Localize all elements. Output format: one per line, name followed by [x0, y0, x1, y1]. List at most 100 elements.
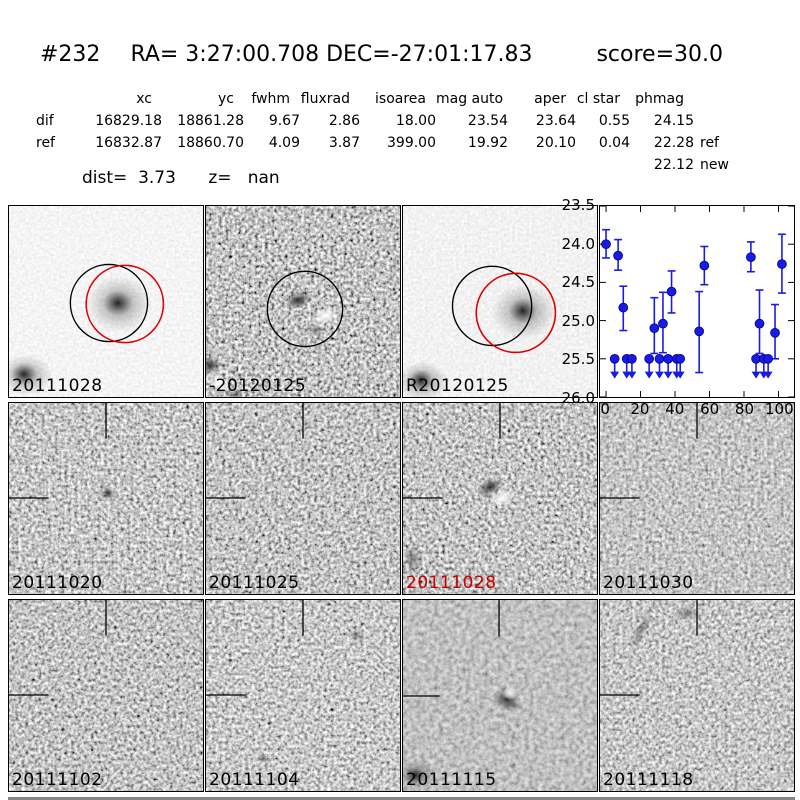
y-axis-tick-label: 23.5	[561, 196, 595, 214]
stamp-image-ref	[403, 206, 597, 397]
col-header-cl-star: cl star	[576, 91, 620, 107]
stamp-date-label: 20111025	[209, 573, 300, 593]
upper-limit-arrow	[675, 371, 685, 379]
upper-limit-arrow	[644, 371, 654, 379]
phmag-new-value: 22.12	[653, 157, 694, 173]
photometry-row-ref: ref 16832.87 18860.70 4.09 3.87 399.00 1…	[30, 132, 740, 154]
data-point	[694, 326, 705, 337]
data-point	[613, 250, 623, 261]
col-header-fluxrad: fluxrad	[300, 91, 350, 107]
data-point	[658, 318, 668, 329]
x-axis-tick-label: 40	[665, 400, 685, 418]
data-point	[699, 260, 710, 271]
stamp-image	[9, 403, 203, 594]
aperture-circle-black	[266, 270, 344, 348]
lightcurve-plot	[600, 206, 794, 397]
y-axis-tick-label: 25.0	[561, 311, 595, 330]
stamp-date-label: 20111115	[406, 770, 497, 790]
aperture-circle-red	[85, 264, 165, 344]
coordinates: RA= 3:27:00.708 DEC=-27:01:17.83	[130, 42, 533, 67]
upper-limit-arrow	[655, 371, 664, 379]
data-point	[777, 259, 787, 269]
col-header-fwhm: fwhm	[251, 91, 290, 107]
data-point	[618, 302, 629, 313]
upper-limit-arrow	[763, 371, 773, 379]
stamp-date-label: 20111104	[209, 770, 300, 790]
upper-limit-arrow	[610, 371, 620, 379]
stamp-panel-20111102: 20111102	[8, 599, 204, 792]
stamp-image	[600, 600, 794, 791]
stamp-panel-diff-20120125: -20120125	[205, 205, 401, 398]
title-bar: #232 RA= 3:27:00.708 DEC=-27:01:17.83 sc…	[40, 42, 723, 67]
upper-limit-marker	[609, 353, 620, 364]
stamp-date-label: -20120125	[209, 376, 307, 396]
stamp-date-label: 20111118	[603, 770, 694, 790]
stamp-panel-20111028-detection: 20111028	[402, 402, 598, 595]
x-axis-tick-label: 20	[630, 400, 650, 418]
candidate-id: #232	[40, 42, 101, 67]
x-axis-tick-label: 80	[734, 400, 755, 418]
stamp-image	[403, 600, 597, 791]
stamp-date-label: R20120125	[406, 376, 509, 396]
photometry-header-row: xc yc fwhm fluxrad isoarea mag auto aper…	[30, 88, 740, 110]
aperture-circle-black	[69, 263, 149, 343]
stamp-image-new	[9, 206, 203, 397]
dist-redshift-line: dist= 3.73 z= nan	[82, 168, 280, 188]
y-axis-tick-label: 25.5	[561, 350, 595, 369]
x-axis-tick-label: 0	[600, 400, 610, 418]
col-header-yc: yc	[218, 91, 234, 107]
data-point	[601, 239, 611, 250]
col-header-mag-auto: mag auto	[436, 91, 504, 107]
data-point	[666, 286, 677, 297]
aperture-circle-red	[475, 272, 557, 354]
upper-limit-marker	[663, 353, 673, 364]
row-label: dif	[36, 113, 54, 129]
upper-limit-marker	[763, 353, 773, 364]
stamp-image	[206, 403, 400, 594]
upper-limit-marker	[627, 353, 637, 364]
y-axis-tick-label: 24.5	[561, 273, 595, 292]
photometry-table: xc yc fwhm fluxrad isoarea mag auto aper…	[30, 88, 740, 176]
stamp-image-diff	[206, 206, 400, 397]
stamp-panel-20111118: 20111118	[599, 599, 795, 792]
upper-limit-marker	[654, 353, 665, 364]
data-point	[746, 252, 756, 263]
y-axis-tick-label: 24.0	[561, 234, 595, 253]
photometry-row-new: 22.12 new	[30, 154, 740, 176]
stamp-image	[600, 403, 794, 594]
stamp-panel-20111104: 20111104	[205, 599, 401, 792]
stamp-image	[403, 403, 597, 594]
next-row-sliver	[8, 797, 795, 800]
stamp-image	[206, 600, 400, 791]
stamp-panel-20111025: 20111025	[205, 402, 401, 595]
stamp-date-label: 20111020	[12, 573, 103, 593]
stamp-date-label: 20111030	[603, 573, 694, 593]
photometry-row-dif: dif 16829.18 18861.28 9.67 2.86 18.00 23…	[30, 110, 740, 132]
stamp-panel-20111020: 20111020	[8, 402, 204, 595]
upper-limit-arrow	[751, 371, 761, 379]
lightcurve-panel	[599, 205, 795, 398]
stamp-panel-new-20111028: 20111028	[8, 205, 204, 398]
col-header-xc: xc	[136, 91, 152, 107]
stamp-panel-ref-20120125: R20120125	[402, 205, 598, 398]
stamp-image	[9, 600, 203, 791]
upper-limit-arrow	[627, 371, 637, 379]
aperture-circle-black	[451, 265, 533, 347]
stamp-date-label: 20111102	[12, 770, 103, 790]
upper-limit-marker	[644, 353, 654, 364]
stamp-panel-20111115: 20111115	[402, 599, 598, 792]
col-header-aper: aper	[534, 91, 566, 107]
stamp-date-label: 20111028	[406, 573, 497, 593]
data-point	[770, 327, 780, 338]
upper-limit-arrow	[663, 371, 673, 379]
col-header-phmag: phmag	[635, 91, 684, 107]
data-point	[754, 318, 765, 329]
row-label: ref	[36, 135, 55, 151]
stamp-panel-20111030: 20111030	[599, 402, 795, 595]
x-axis-tick-label: 60	[700, 400, 720, 418]
col-header-isoarea: isoarea	[375, 91, 426, 107]
x-axis-tick-label: 100	[764, 400, 794, 418]
stamp-date-label: 20111028	[12, 376, 103, 396]
upper-limit-marker	[675, 353, 686, 364]
